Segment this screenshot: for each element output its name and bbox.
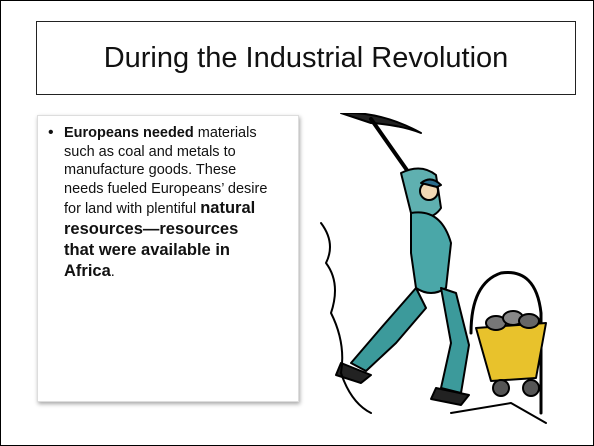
bullet-item: Europeans needed materials such as coal …	[48, 124, 269, 282]
text: materials such as coal and metals to man…	[64, 125, 268, 217]
bold-text: natural resources—resources that were av…	[64, 199, 256, 280]
bold-text: Europeans needed	[64, 125, 194, 141]
slide-title: During the Industrial Revolution	[103, 41, 509, 74]
text: .	[110, 264, 115, 280]
title-box: During the Industrial Revolution	[36, 21, 576, 95]
text-box: Europeans needed materials such as coal …	[37, 115, 299, 402]
miner-clipart	[320, 113, 547, 424]
